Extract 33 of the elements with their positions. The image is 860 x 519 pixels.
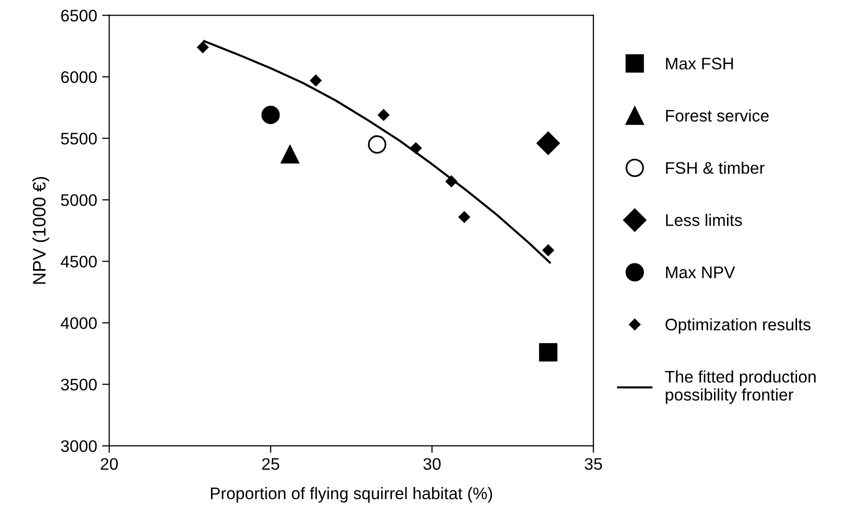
x-tick-label: 25 <box>262 458 280 470</box>
x-tick-label: 20 <box>100 458 118 470</box>
legend-label: The fitted production possibility frontier <box>665 370 816 404</box>
point <box>446 176 458 188</box>
x-axis-title: Proportion of flying squirrel habitat (%) <box>210 487 492 503</box>
point <box>542 244 554 256</box>
legend-label: FSH & timber <box>666 162 764 174</box>
point <box>368 135 386 154</box>
legend-label: Forest service <box>666 109 769 122</box>
y-tick-label: 5500 <box>61 132 97 145</box>
point <box>458 211 470 223</box>
y-axis-title: NPV (1000 €) <box>32 176 50 284</box>
y-tick-label: 3500 <box>60 378 97 391</box>
legend-label: Max FSH <box>666 58 733 70</box>
point <box>536 132 560 155</box>
point <box>378 109 390 121</box>
y-tick-label: 5000 <box>61 194 97 206</box>
point <box>197 42 209 54</box>
y-tick-label: 6500 <box>61 10 97 22</box>
legend-label: Optimization results <box>666 318 810 334</box>
y-tick-label: 4500 <box>60 256 97 268</box>
point <box>539 343 558 362</box>
point <box>410 142 422 154</box>
y-tick-label: 4000 <box>60 317 97 330</box>
legend-label: Less limits <box>666 214 742 226</box>
legend-label: Max NPV <box>666 266 736 278</box>
point <box>280 145 300 164</box>
y-tick-label: 3000 <box>60 440 97 452</box>
x-tick-label: 30 <box>423 458 441 470</box>
point <box>261 106 280 124</box>
x-tick-label: 35 <box>584 458 602 470</box>
y-tick-label: 6000 <box>61 71 97 84</box>
point <box>310 74 322 86</box>
